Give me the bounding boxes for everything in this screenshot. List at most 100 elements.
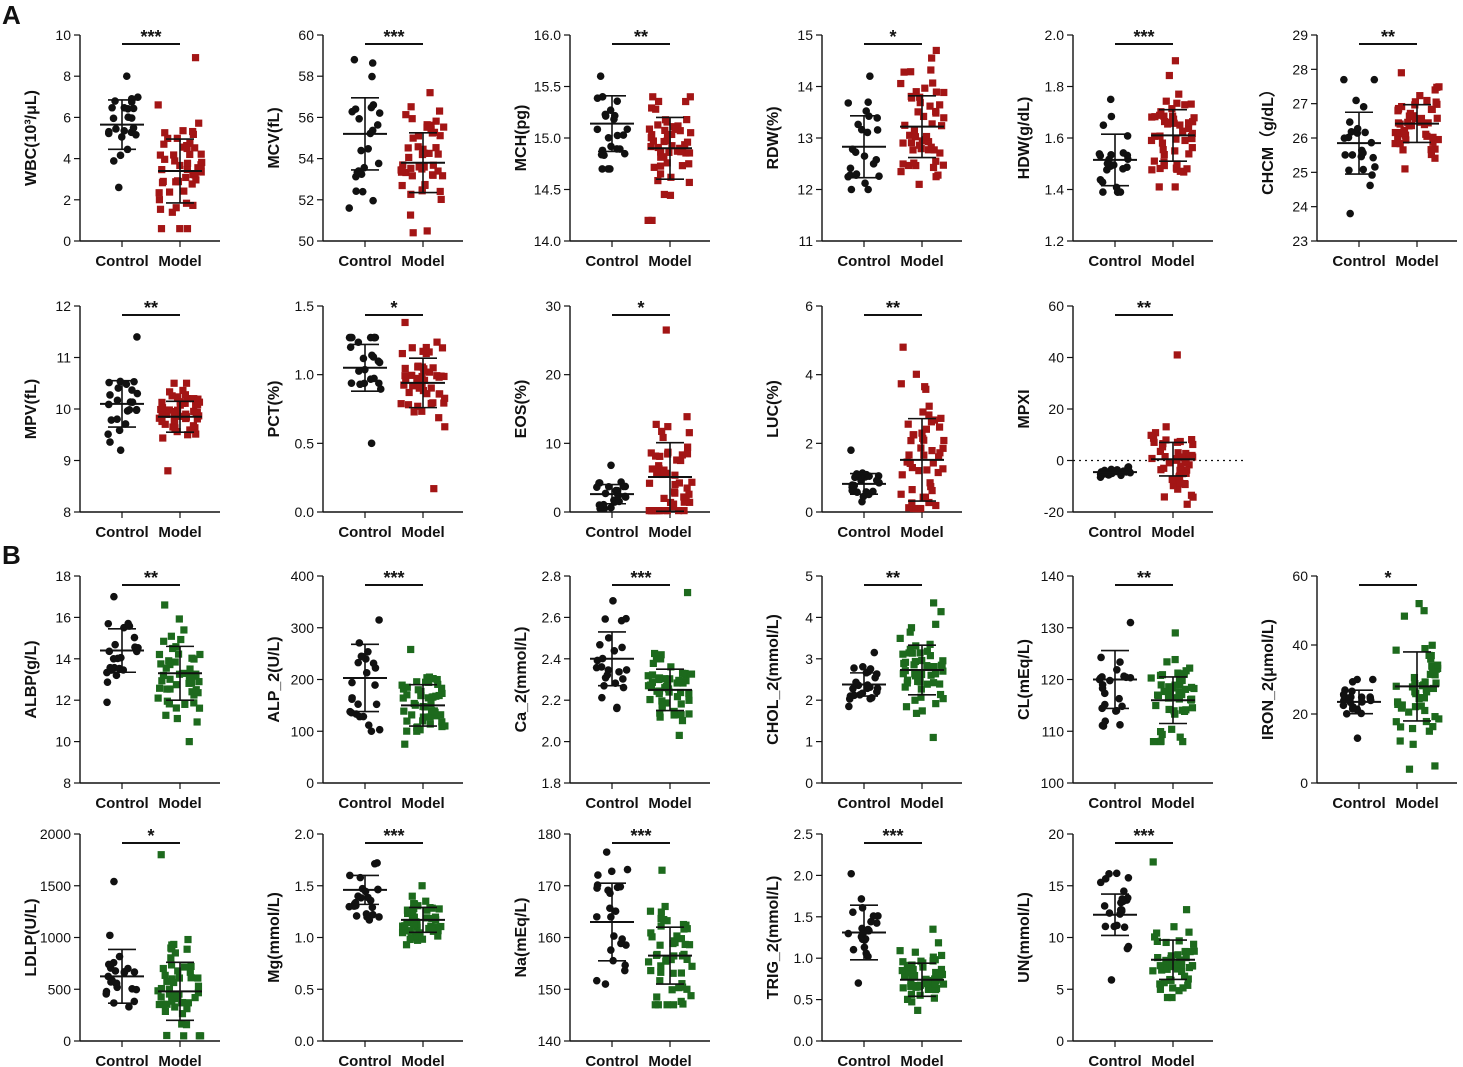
data-point-model xyxy=(648,465,656,473)
data-point-model xyxy=(1405,708,1413,716)
data-point-model xyxy=(685,149,694,157)
data-point-control xyxy=(130,633,139,642)
y-tick-label: 15 xyxy=(797,27,813,43)
data-point-model xyxy=(1171,147,1179,155)
data-point-model xyxy=(403,717,411,725)
data-point-model xyxy=(901,683,909,691)
data-point-model xyxy=(1185,928,1193,936)
data-point-model xyxy=(428,925,436,933)
data-point-model xyxy=(189,201,197,209)
data-point-model xyxy=(673,456,681,464)
data-point-control xyxy=(1353,734,1362,742)
data-point-control xyxy=(374,159,383,168)
data-point-model xyxy=(1432,665,1441,673)
data-point-model xyxy=(924,985,933,994)
data-point-model xyxy=(428,914,436,923)
data-point-control xyxy=(870,648,879,657)
data-point-model xyxy=(648,933,656,941)
data-point-model xyxy=(1181,101,1189,109)
data-point-control xyxy=(375,109,384,117)
data-point-model xyxy=(677,456,685,465)
data-point-control xyxy=(132,130,140,139)
data-point-model xyxy=(1147,136,1156,145)
y-tick-label: 14 xyxy=(797,79,813,95)
data-point-model xyxy=(191,994,199,1002)
data-point-model xyxy=(923,466,931,474)
data-point-model xyxy=(661,902,669,911)
y-tick-label: 0 xyxy=(805,504,813,520)
x-category-label: Control xyxy=(837,795,890,812)
data-point-model xyxy=(648,671,657,679)
data-point-model xyxy=(910,431,918,439)
data-point-model xyxy=(174,995,182,1003)
data-point-model xyxy=(661,126,669,134)
data-point-model xyxy=(436,187,444,196)
data-point-model xyxy=(1172,694,1180,702)
data-point-model xyxy=(653,468,661,476)
data-point-model xyxy=(667,663,675,671)
data-point-model xyxy=(678,717,687,725)
data-point-model xyxy=(660,675,669,683)
y-tick-label: 300 xyxy=(291,620,315,636)
data-point-control xyxy=(593,884,601,892)
data-point-model xyxy=(420,367,428,375)
data-point-model xyxy=(1158,966,1166,974)
data-point-model xyxy=(656,713,664,721)
data-point-model xyxy=(925,402,933,410)
data-point-control xyxy=(601,112,610,120)
data-point-model xyxy=(662,469,671,477)
x-category-label: Model xyxy=(1151,1053,1194,1067)
panel-a-letter: A xyxy=(2,0,21,30)
data-point-model xyxy=(929,459,937,467)
data-point-model xyxy=(400,381,408,389)
data-point-model xyxy=(1171,629,1179,637)
data-point-model xyxy=(1170,707,1178,715)
data-point-control xyxy=(125,1003,133,1011)
data-point-model xyxy=(161,1007,169,1015)
data-point-model xyxy=(671,480,679,489)
data-point-model xyxy=(922,425,931,433)
data-point-model xyxy=(418,935,427,943)
y-tick-label: 2 xyxy=(805,692,813,708)
data-point-model xyxy=(939,161,947,169)
data-point-control xyxy=(854,979,863,987)
y-tick-label: 40 xyxy=(1048,350,1064,366)
data-point-model xyxy=(1173,960,1181,968)
data-point-model xyxy=(939,657,947,665)
data-point-control xyxy=(1116,721,1124,729)
data-point-control xyxy=(368,59,377,67)
significance-label: *** xyxy=(630,568,651,588)
data-point-model xyxy=(167,632,175,640)
data-point-model xyxy=(161,155,169,163)
data-point-model xyxy=(401,740,409,748)
data-point-model xyxy=(1408,724,1417,733)
data-point-model xyxy=(179,386,187,395)
data-point-model xyxy=(685,689,693,698)
data-point-model xyxy=(1392,718,1400,726)
data-point-control xyxy=(1369,153,1377,162)
y-tick-label: 8 xyxy=(63,504,71,520)
data-point-control xyxy=(129,104,138,113)
data-point-model xyxy=(1401,165,1409,173)
y-tick-label: 2.4 xyxy=(542,651,562,667)
data-point-model xyxy=(410,913,418,921)
data-point-model xyxy=(645,507,653,515)
data-point-model xyxy=(1157,737,1165,745)
data-point-model xyxy=(911,948,919,956)
y-tick-label: 2.6 xyxy=(542,609,562,625)
y-axis-label: HDW(g/dL) xyxy=(1016,97,1033,180)
y-axis-label: PCT(%) xyxy=(266,381,283,438)
y-tick-label: 0 xyxy=(553,504,561,520)
data-point-model xyxy=(644,216,652,224)
data-point-model xyxy=(184,999,193,1007)
data-point-model xyxy=(180,187,188,195)
data-point-model xyxy=(662,682,671,691)
data-point-control xyxy=(1126,618,1135,627)
y-tick-label: 16 xyxy=(55,609,71,625)
x-category-label: Model xyxy=(900,1053,943,1067)
y-tick-label: 2000 xyxy=(40,826,71,842)
x-category-label: Control xyxy=(1332,795,1385,812)
data-point-model xyxy=(401,372,409,380)
y-tick-label: 120 xyxy=(1041,672,1065,688)
